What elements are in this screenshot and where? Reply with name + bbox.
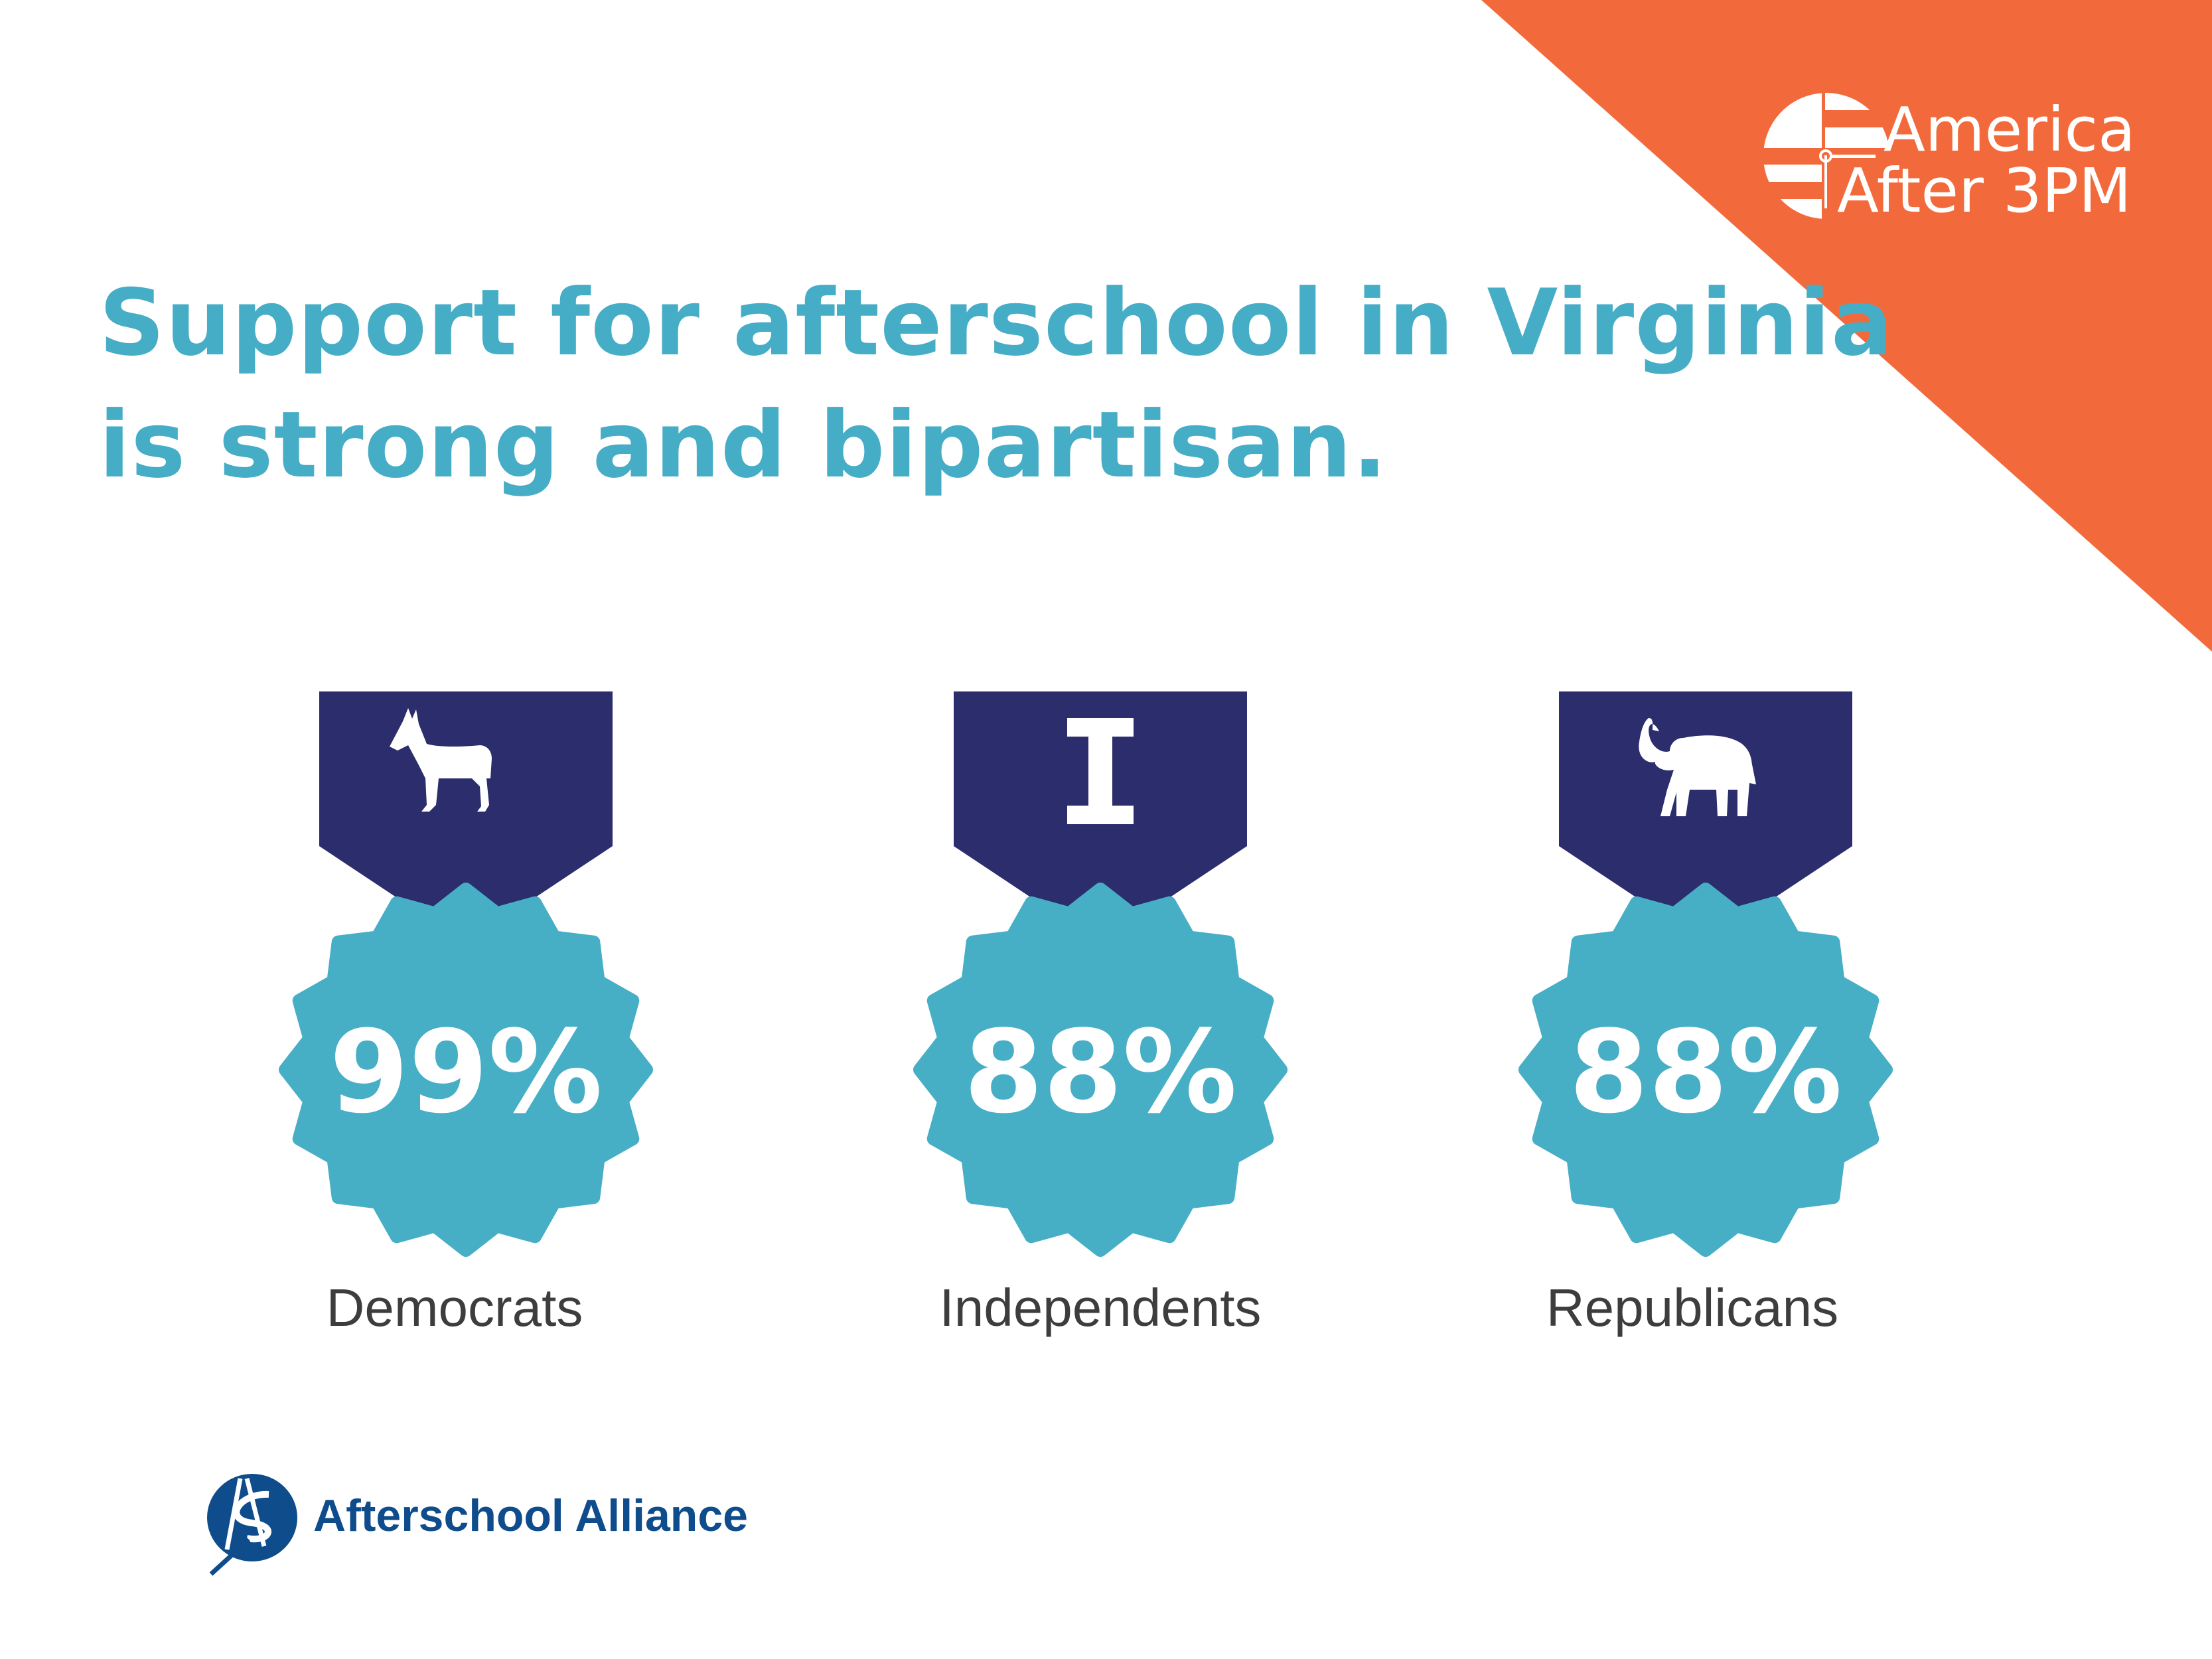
- ribbon: [1559, 691, 1852, 917]
- democrats-percent: 99%: [329, 1005, 603, 1139]
- badge-seal: [279, 883, 653, 1257]
- logo-line-2: After 3PM: [1837, 155, 2132, 226]
- republicans-percent: 88%: [1569, 1005, 1842, 1139]
- orange-corner-triangle: [1481, 0, 2212, 652]
- independents-label: Independents: [939, 1278, 1262, 1337]
- democrats-label: Democrats: [326, 1278, 583, 1337]
- badge-seal: [913, 883, 1288, 1257]
- title-line-1: Support for afterschool in Virginia: [99, 269, 1894, 376]
- logo-line-1: America: [1883, 94, 2136, 165]
- america-after-3pm-logo: America After 3PM: [1837, 94, 2136, 222]
- elephant-icon: [1639, 718, 1756, 816]
- donkey-icon: [390, 708, 492, 812]
- page-title: Support for afterschool in Virginia is s…: [99, 262, 1893, 506]
- afterschool-alliance-text: Afterschool Alliance: [313, 1490, 748, 1541]
- letter-i-icon: [1067, 718, 1134, 824]
- republicans-label: Republicans: [1546, 1278, 1839, 1337]
- badge-seal: [1518, 883, 1893, 1257]
- title-line-2: is strong and bipartisan.: [99, 392, 1388, 498]
- independents-percent: 88%: [964, 1005, 1237, 1139]
- afterschool-alliance-logo-icon: [207, 1474, 297, 1576]
